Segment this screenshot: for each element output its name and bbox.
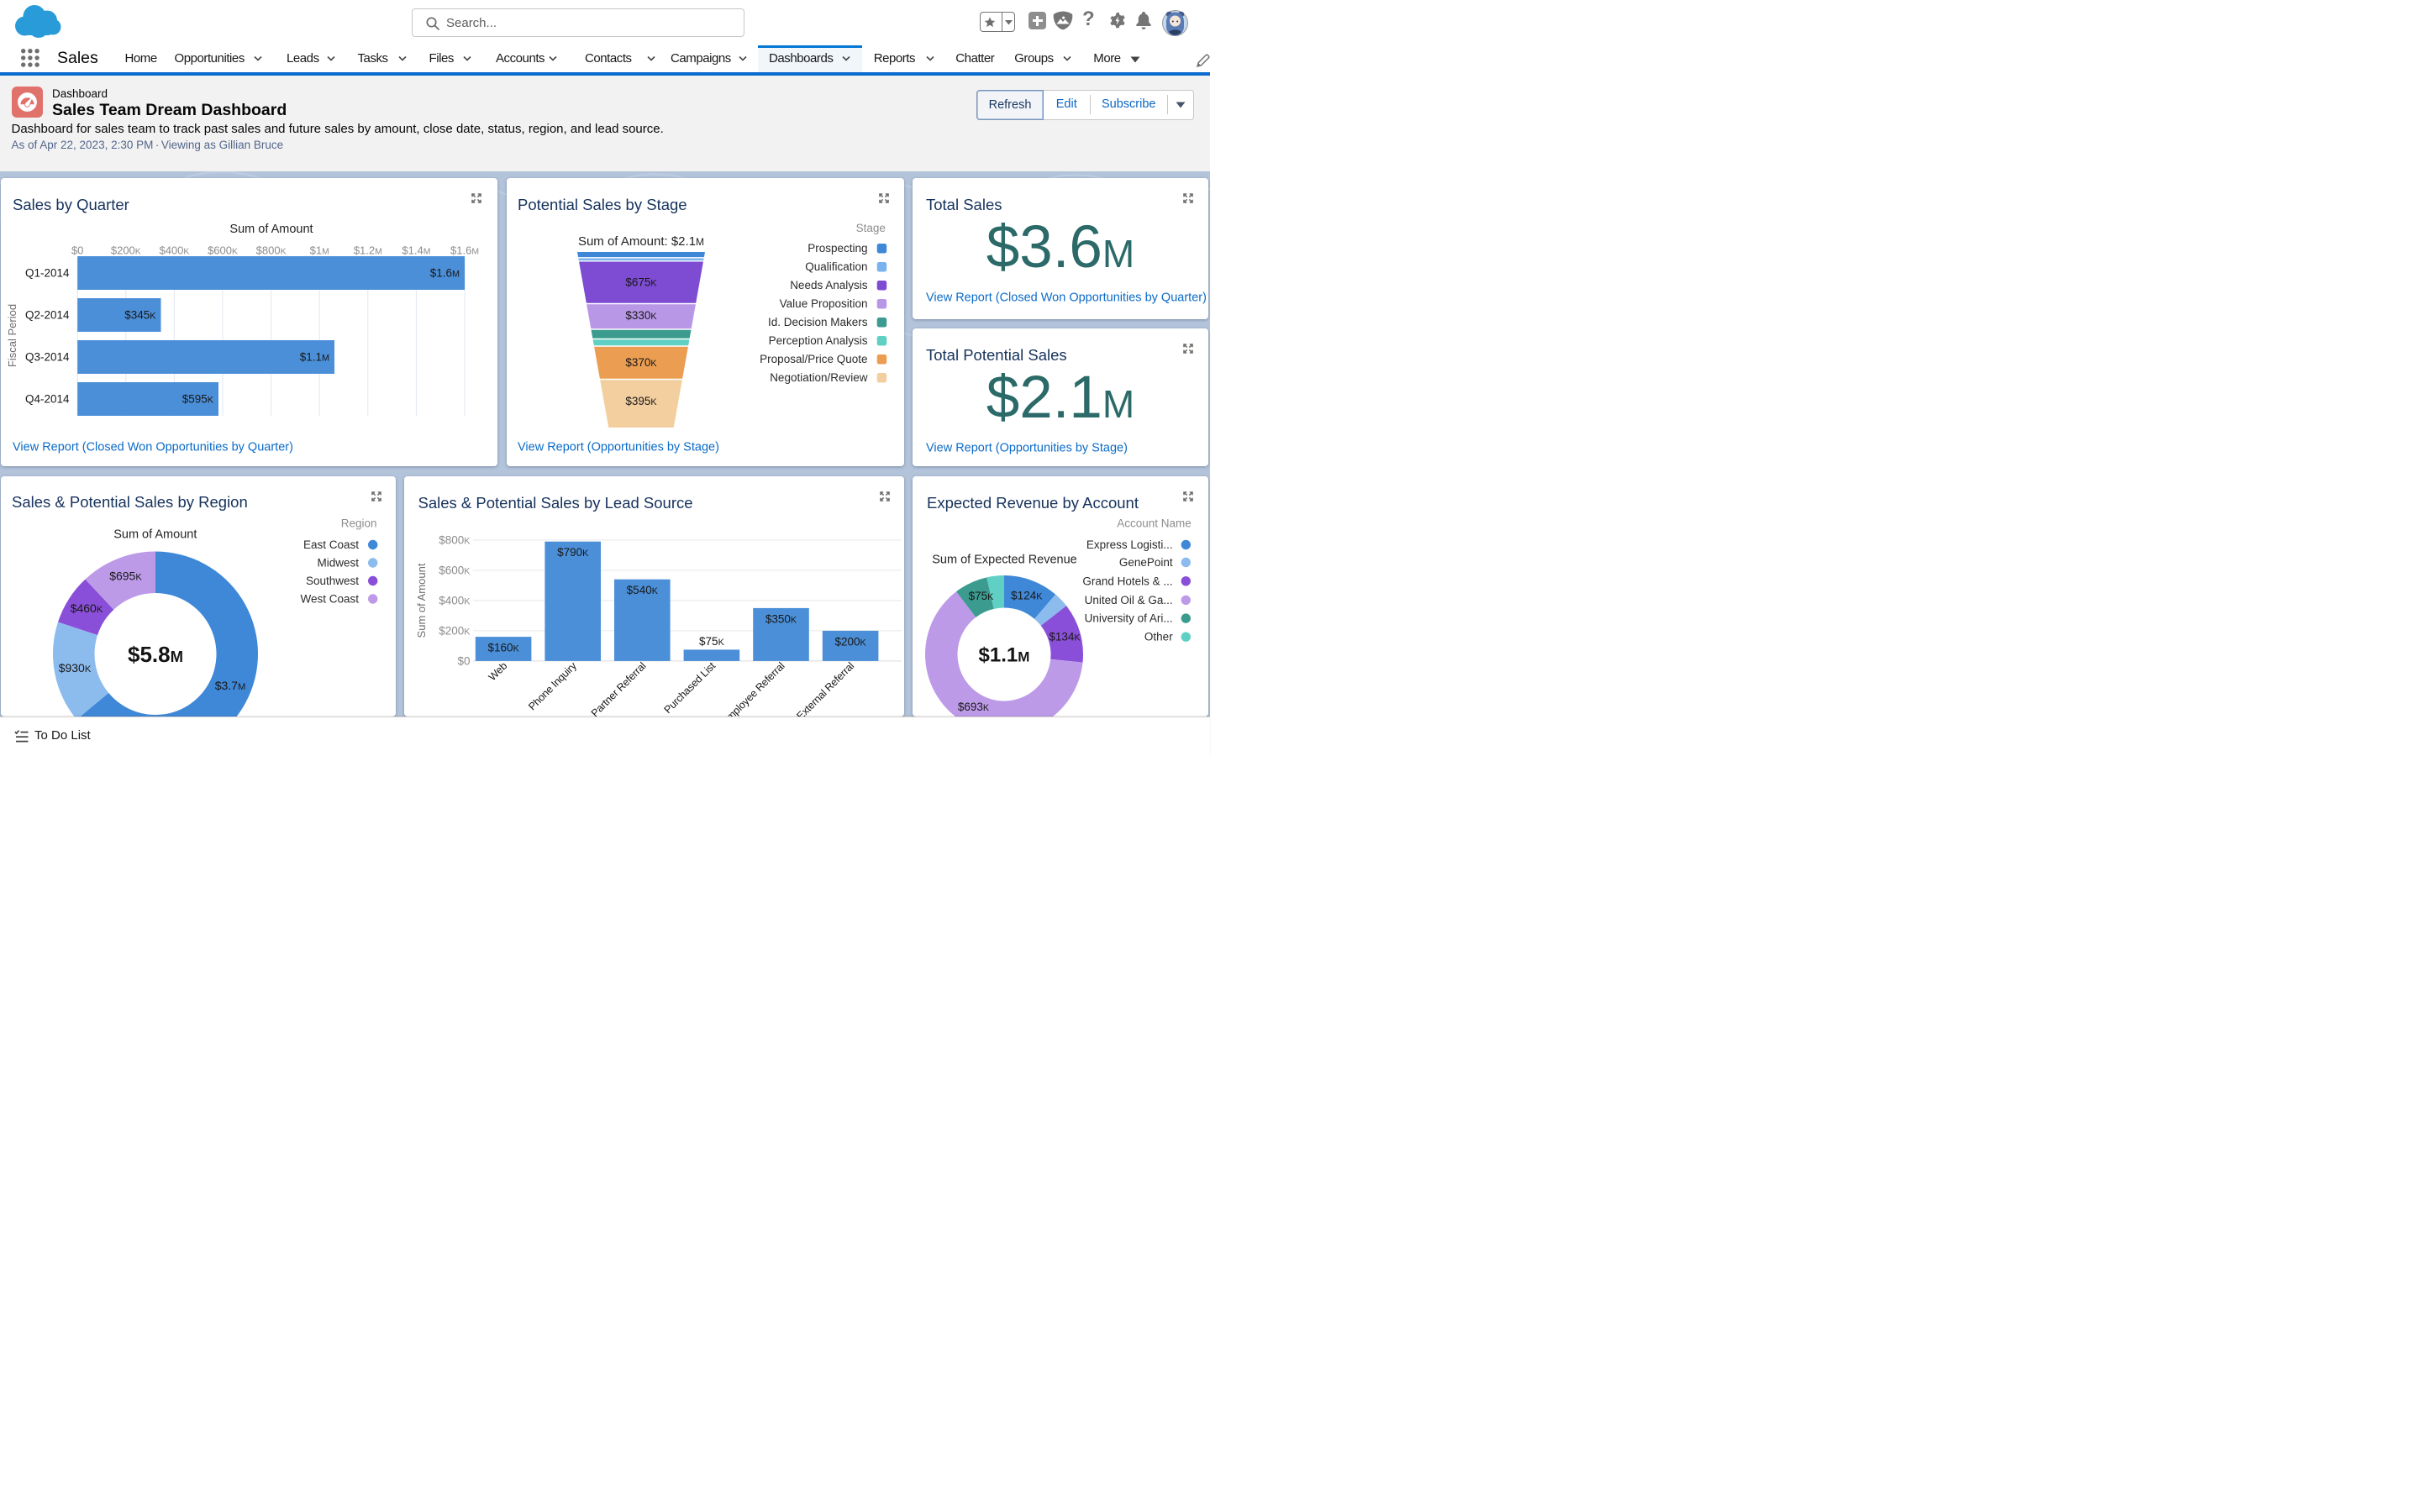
svg-text:$1.1M: $1.1M: [979, 643, 1030, 666]
svg-text:Needs Analysis: Needs Analysis: [790, 279, 868, 291]
svg-text:$75K: $75K: [699, 634, 725, 647]
svg-text:$2.1M: $2.1M: [986, 365, 1135, 431]
svg-text:$1.1M: $1.1M: [300, 351, 329, 364]
svg-text:$345K: $345K: [124, 309, 156, 322]
svg-text:Qualification: Qualification: [805, 260, 867, 273]
svg-text:View Report (Opportunities by: View Report (Opportunities by Stage): [518, 441, 719, 454]
svg-text:$160K: $160K: [487, 641, 519, 654]
svg-text:Grand Hotels & ...: Grand Hotels & ...: [1082, 575, 1172, 587]
svg-text:Q2-2014: Q2-2014: [25, 309, 70, 322]
svg-text:$540K: $540K: [626, 584, 658, 596]
svg-text:Sales by Quarter: Sales by Quarter: [13, 196, 129, 213]
svg-text:Id. Decision Makers: Id. Decision Makers: [767, 316, 867, 328]
svg-text:$75K: $75K: [969, 590, 995, 602]
svg-text:$695K: $695K: [109, 569, 142, 582]
svg-text:Sales & Potential Sales by Lea: Sales & Potential Sales by Lead Source: [418, 494, 692, 512]
svg-text:United Oil & Ga...: United Oil & Ga...: [1085, 593, 1173, 606]
svg-text:Stage: Stage: [855, 222, 885, 234]
svg-text:Other: Other: [1144, 630, 1173, 643]
svg-text:$1.6M: $1.6M: [430, 267, 460, 280]
svg-text:$395K: $395K: [625, 395, 657, 407]
svg-text:Fiscal Period: Fiscal Period: [6, 304, 18, 367]
svg-text:Sum of Amount: Sum of Amount: [113, 528, 197, 541]
svg-text:$1.2M: $1.2M: [354, 244, 382, 257]
svg-text:Q1-2014: Q1-2014: [25, 267, 70, 280]
svg-text:$124K: $124K: [1011, 589, 1043, 601]
svg-text:$370K: $370K: [625, 356, 657, 369]
svg-text:Employee Referral: Employee Referral: [718, 659, 786, 717]
svg-text:$400K: $400K: [439, 594, 471, 606]
svg-text:West Coast: West Coast: [300, 592, 359, 605]
svg-text:Prospecting: Prospecting: [808, 242, 867, 255]
svg-text:$1.4M: $1.4M: [402, 244, 430, 257]
svg-text:Expected Revenue by Account: Expected Revenue by Account: [927, 494, 1139, 512]
svg-text:$800K: $800K: [256, 244, 287, 257]
svg-text:Partner Referral: Partner Referral: [588, 659, 648, 717]
svg-text:Perception Analysis: Perception Analysis: [768, 334, 867, 347]
svg-text:$930K: $930K: [59, 661, 92, 675]
svg-text:Southwest: Southwest: [306, 575, 359, 587]
svg-text:$350K: $350K: [765, 612, 797, 625]
svg-text:$595K: $595K: [182, 393, 214, 406]
svg-text:$790K: $790K: [557, 546, 589, 559]
svg-text:View Report (Closed Won Opport: View Report (Closed Won Opportunities by…: [926, 291, 1207, 305]
svg-text:$5.8M: $5.8M: [128, 642, 183, 667]
svg-text:$675K: $675K: [625, 276, 657, 289]
svg-text:Sum of Expected Revenue: Sum of Expected Revenue: [932, 553, 1077, 566]
svg-text:Potential Sales by Stage: Potential Sales by Stage: [518, 196, 687, 213]
svg-text:External Referral: External Referral: [794, 659, 856, 717]
svg-text:$134K: $134K: [1049, 630, 1081, 643]
svg-text:$1.6M: $1.6M: [450, 244, 479, 257]
svg-text:Sum of Amount: Sum of Amount: [229, 223, 313, 236]
svg-text:Sales & Potential Sales by Reg: Sales & Potential Sales by Region: [12, 493, 248, 511]
svg-text:GenePoint: GenePoint: [1119, 556, 1173, 569]
svg-text:$200K: $200K: [111, 244, 141, 257]
svg-text:$1M: $1M: [310, 244, 329, 257]
svg-text:Account Name: Account Name: [1117, 517, 1192, 529]
svg-text:$600K: $600K: [208, 244, 238, 257]
svg-text:Midwest: Midwest: [317, 556, 359, 569]
svg-text:$200K: $200K: [834, 635, 866, 648]
svg-text:Total Potential Sales: Total Potential Sales: [926, 346, 1067, 364]
svg-text:Sum of Amount: Sum of Amount: [415, 563, 428, 638]
svg-text:Value Proposition: Value Proposition: [779, 297, 867, 310]
svg-text:$330K: $330K: [625, 309, 657, 322]
svg-text:View Report (Closed Won Opport: View Report (Closed Won Opportunities by…: [13, 441, 293, 454]
svg-text:University of Ari...: University of Ari...: [1085, 612, 1173, 624]
svg-text:Proposal/Price Quote: Proposal/Price Quote: [760, 353, 867, 365]
svg-text:Q4-2014: Q4-2014: [25, 393, 70, 406]
svg-text:Express Logisti...: Express Logisti...: [1086, 538, 1173, 551]
svg-text:Phone Inquiry: Phone Inquiry: [526, 659, 579, 712]
svg-text:East Coast: East Coast: [303, 538, 359, 551]
svg-text:Region: Region: [341, 517, 377, 529]
svg-text:View Report (Opportunities by: View Report (Opportunities by Stage): [926, 441, 1128, 454]
svg-text:Total Sales: Total Sales: [926, 196, 1002, 213]
svg-text:$0: $0: [71, 244, 83, 257]
svg-text:Sum of Amount: $2.1M: Sum of Amount: $2.1M: [577, 234, 703, 249]
svg-text:$3.6M: $3.6M: [986, 214, 1135, 281]
svg-text:$600K: $600K: [439, 564, 471, 576]
svg-text:$800K: $800K: [439, 533, 471, 546]
svg-text:$0: $0: [457, 654, 470, 667]
svg-text:Q3-2014: Q3-2014: [25, 351, 70, 364]
svg-text:$460K: $460K: [71, 601, 103, 615]
svg-text:$200K: $200K: [439, 624, 471, 637]
svg-text:Negotiation/Review: Negotiation/Review: [770, 371, 868, 384]
svg-text:Purchased List: Purchased List: [661, 659, 718, 716]
svg-text:$400K: $400K: [159, 244, 189, 257]
svg-text:$3.7M: $3.7M: [215, 679, 246, 692]
svg-text:Web: Web: [486, 659, 509, 683]
svg-text:$693K: $693K: [958, 700, 990, 712]
